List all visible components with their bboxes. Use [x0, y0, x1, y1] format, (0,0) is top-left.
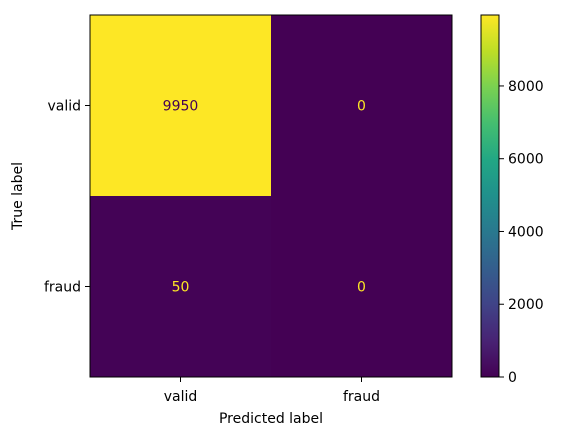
colorbar-tick-label: 2000 — [508, 297, 544, 313]
colorbar-tick-label: 0 — [508, 370, 517, 386]
heatmap-cell — [90, 15, 271, 196]
x-tick-label: fraud — [343, 389, 380, 405]
y-axis-ticks: valid fraud — [44, 99, 90, 296]
x-axis-ticks: valid fraud — [164, 377, 380, 405]
cell-value-labels: 9950 0 50 0 — [163, 99, 366, 296]
cell-value-label: 0 — [357, 280, 366, 296]
x-axis-label: Predicted label — [219, 411, 323, 427]
heatmap-cell — [271, 196, 452, 377]
colorbar-tick-label: 6000 — [508, 152, 544, 168]
colorbar-tick-label: 8000 — [508, 79, 544, 95]
y-axis-label: True label — [10, 162, 26, 231]
heatmap-cell — [271, 15, 452, 196]
colorbar-tick-label: 4000 — [508, 224, 544, 240]
heatmap-cells — [90, 15, 452, 377]
plot-frame — [89, 14, 453, 378]
cell-value-label: 50 — [172, 280, 190, 296]
y-tick-label: valid — [47, 99, 81, 115]
cell-value-label: 9950 — [163, 99, 199, 115]
heatmap-cell — [90, 196, 271, 377]
cell-value-label: 0 — [357, 99, 366, 115]
colorbar — [480, 14, 500, 378]
colorbar-ticks: 0 2000 4000 6000 8000 — [499, 79, 544, 386]
y-tick-label: fraud — [44, 280, 81, 296]
x-tick-label: valid — [164, 389, 198, 405]
